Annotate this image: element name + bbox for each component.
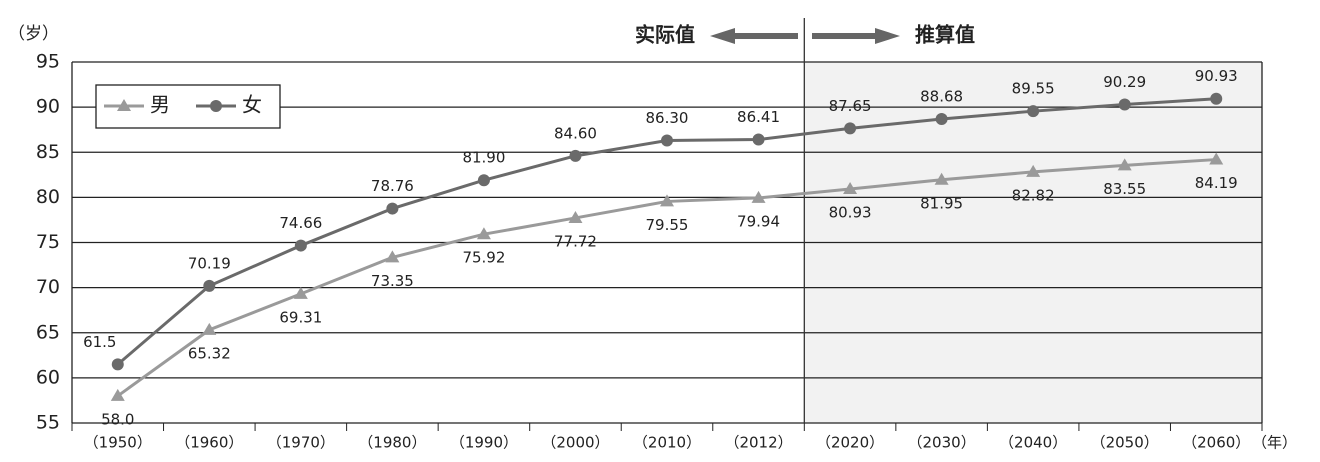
point [661, 134, 673, 147]
y-tick-label: 85 [36, 141, 60, 163]
point [752, 133, 765, 146]
point [1118, 98, 1131, 111]
x-unit: （年） [1252, 434, 1297, 452]
annotation-actual: 实际值 [635, 23, 695, 47]
data-label: 65.32 [188, 344, 231, 362]
data-label: 84.19 [1195, 174, 1238, 192]
arrow-left [710, 28, 798, 44]
point [843, 181, 858, 194]
x-tick-label: （1960） [175, 434, 243, 452]
point [203, 279, 216, 292]
data-label: 61.5 [83, 333, 116, 351]
point [117, 99, 131, 111]
y-tick-label: 75 [36, 231, 60, 253]
point [294, 239, 307, 252]
data-label: 83.55 [1103, 180, 1146, 198]
point [660, 194, 674, 207]
point [844, 122, 857, 135]
x-tick-label: （2030） [908, 434, 976, 452]
data-label: 84.60 [554, 124, 597, 142]
y-tick-label: 90 [36, 96, 60, 118]
data-label: 75.92 [462, 249, 505, 267]
data-label: 88.68 [920, 88, 963, 106]
legend-label: 女 [242, 93, 262, 117]
y-tick-label: 80 [36, 186, 60, 208]
data-label: 86.41 [737, 108, 780, 126]
data-label: 87.65 [829, 97, 872, 115]
y-unit: （岁） [8, 24, 59, 44]
x-tick-label: （1970） [267, 434, 335, 452]
point [935, 113, 948, 126]
data-label: 69.31 [279, 308, 322, 326]
data-label: 70.19 [188, 254, 231, 272]
point [569, 149, 582, 162]
point [1026, 164, 1041, 177]
y-tick-label: 70 [36, 276, 60, 298]
data-label: 74.66 [279, 214, 322, 232]
x-tick-label: （1980） [358, 434, 426, 452]
y-tick-label: 55 [36, 412, 60, 434]
x-tick-label: （1950） [84, 434, 152, 452]
data-label: 58.0 [101, 410, 134, 428]
data-label: 90.29 [1103, 73, 1146, 91]
annotation-projected: 推算值 [915, 23, 975, 47]
data-label: 73.35 [371, 272, 414, 290]
y-tick-label: 60 [36, 366, 60, 388]
point [202, 322, 217, 335]
data-label: 82.82 [1012, 186, 1055, 204]
x-tick-label: （2040） [999, 434, 1067, 452]
legend-label: 男 [150, 93, 170, 117]
data-label: 90.93 [1195, 67, 1238, 85]
data-label: 77.72 [554, 232, 597, 250]
arrow-right [812, 28, 900, 44]
x-tick-label: （2020） [816, 434, 884, 452]
point [210, 100, 222, 112]
point [477, 174, 490, 187]
x-tick-label: （2000） [541, 434, 609, 452]
data-label: 86.30 [646, 109, 689, 127]
y-tick-label: 65 [36, 321, 60, 343]
point [751, 190, 766, 203]
x-tick-label: （2010） [633, 434, 701, 452]
point [386, 202, 399, 215]
data-label: 80.93 [829, 203, 872, 221]
y-tick-label: 95 [36, 51, 60, 73]
point [934, 172, 949, 185]
data-label: 81.95 [920, 194, 963, 212]
data-label: 78.76 [371, 177, 414, 195]
x-tick-label: （2012） [724, 434, 792, 452]
point [1117, 158, 1132, 171]
point [293, 286, 308, 299]
x-tick-label: （2050） [1091, 434, 1159, 452]
point [111, 358, 124, 371]
point [1027, 105, 1040, 118]
data-label: 89.55 [1012, 80, 1055, 98]
data-label: 81.90 [462, 149, 505, 167]
data-label: 79.55 [646, 216, 689, 234]
data-label: 79.94 [737, 212, 780, 230]
point [568, 210, 583, 223]
point [385, 250, 400, 263]
point [476, 227, 491, 240]
x-tick-label: （1990） [450, 434, 518, 452]
point [1210, 92, 1223, 105]
point [110, 388, 125, 401]
x-tick-label: （2060） [1182, 434, 1250, 452]
point [1209, 152, 1224, 165]
